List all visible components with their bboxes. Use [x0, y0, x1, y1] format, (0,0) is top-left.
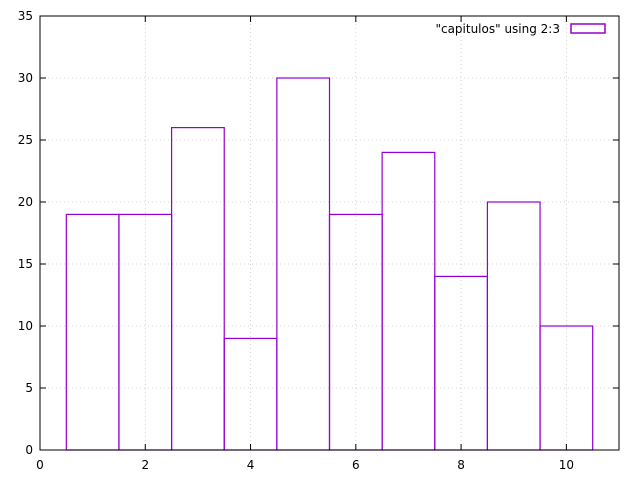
legend: "capitulos" using 2:3 [435, 22, 606, 36]
x-tick-label: 10 [559, 458, 574, 472]
bars [65, 77, 594, 451]
x-tick-label: 2 [141, 458, 149, 472]
x-axis-ticks: 0 2 4 6 8 10 [36, 16, 574, 472]
x-tick-label: 4 [247, 458, 255, 472]
x-tick-label: 6 [352, 458, 360, 472]
grid [40, 16, 619, 450]
axes [39, 15, 620, 451]
x-tick-label: 0 [36, 458, 44, 472]
y-tick-label: 20 [18, 195, 33, 209]
y-tick-label: 25 [18, 133, 33, 147]
x-tick-label: 8 [457, 458, 465, 472]
y-tick-label: 10 [18, 319, 33, 333]
y-tick-label: 15 [18, 257, 33, 271]
y-tick-label: 0 [25, 443, 33, 457]
y-tick-label: 5 [25, 381, 33, 395]
y-tick-label: 30 [18, 71, 33, 85]
legend-swatch [570, 23, 606, 34]
y-tick-label: 35 [18, 9, 33, 23]
plot-frame [39, 15, 620, 451]
y-axis-ticks: 0 5 10 15 20 25 30 35 [18, 9, 619, 457]
legend-label: "capitulos" using 2:3 [435, 22, 560, 36]
